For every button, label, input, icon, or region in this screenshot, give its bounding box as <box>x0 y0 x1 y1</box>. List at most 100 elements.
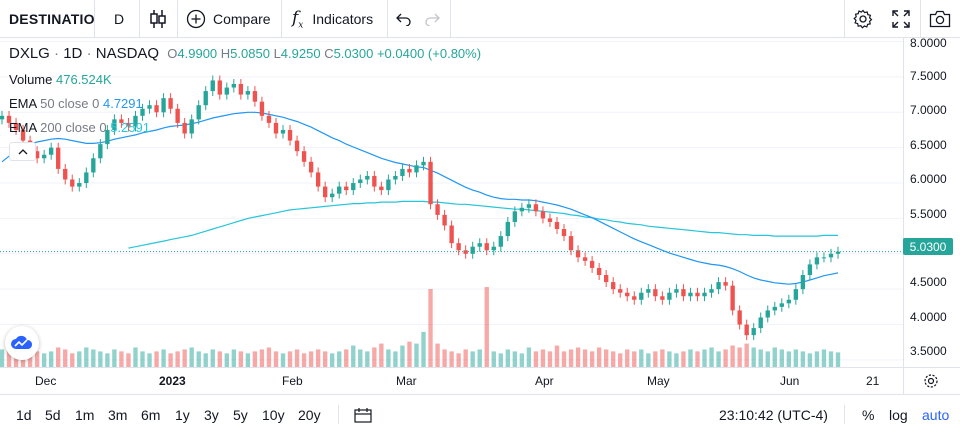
volume-value: 476.524K <box>56 72 112 87</box>
ema200-legend[interactable]: EMA 200 close 0 5.2591 <box>9 120 150 135</box>
candle-body <box>786 299 792 304</box>
volume-bar <box>147 353 152 367</box>
fullscreen-button[interactable] <box>892 0 910 38</box>
volume-bar <box>765 351 770 367</box>
ema200-line <box>128 200 838 249</box>
volume-bar <box>273 351 279 367</box>
auto-scale-toggle[interactable]: auto <box>922 406 950 423</box>
candle-body <box>744 324 749 336</box>
range-5d-button[interactable]: 5d <box>45 406 61 423</box>
range-10y-button[interactable]: 10y <box>262 406 285 423</box>
volume-bar <box>575 347 581 367</box>
axis-settings-button[interactable] <box>923 373 939 394</box>
screenshot-button[interactable] <box>929 0 951 38</box>
log-scale-toggle[interactable]: log <box>889 406 908 423</box>
bottom-divider <box>844 405 845 424</box>
settings-button[interactable] <box>853 0 873 38</box>
volume-bar <box>512 351 518 367</box>
volume-bar <box>400 345 405 367</box>
volume-bar <box>723 349 728 367</box>
volume-bar <box>112 349 117 367</box>
price-axis[interactable]: 8.0000 7.5000 7.0000 6.5000 6.0000 5.500… <box>903 36 960 367</box>
volume-legend[interactable]: Volume 476.524K <box>9 72 112 87</box>
brand-logo[interactable] <box>5 326 39 360</box>
toolbar-divider <box>387 0 388 38</box>
range-1m-button[interactable]: 1m <box>75 406 95 423</box>
candle-body <box>793 289 799 300</box>
interval-button[interactable]: D <box>114 11 125 27</box>
range-20y-button[interactable]: 20y <box>298 406 321 423</box>
candle-body <box>428 161 433 205</box>
open-label: O <box>167 46 178 61</box>
volume-bar <box>554 345 560 367</box>
volume-bar <box>828 351 834 367</box>
undo-button[interactable] <box>396 0 412 38</box>
indicators-button[interactable]: fx Indicators <box>292 0 373 38</box>
candle-body <box>6 115 12 123</box>
volume-bar <box>133 347 138 367</box>
volume-bar <box>0 349 5 367</box>
candle-body <box>294 140 300 152</box>
candle-body <box>554 221 560 230</box>
volume-bar <box>695 351 700 367</box>
chart-pane[interactable] <box>0 38 903 367</box>
range-1d-button[interactable]: 1d <box>16 406 32 423</box>
chart-style-button[interactable] <box>149 0 167 38</box>
series-legend: DXLG · 1D · NASDAQ O4.9900 H5.0850 L4.92… <box>9 45 482 62</box>
range-3y-button[interactable]: 3y <box>204 406 219 423</box>
candle-body <box>526 204 532 208</box>
time-axis[interactable]: Dec 2023 Feb Mar Apr May Jun 21 <box>0 367 960 395</box>
candle-body <box>568 236 574 251</box>
range-3m-button[interactable]: 3m <box>108 406 128 423</box>
close-label: C <box>324 46 334 61</box>
toolbar-divider <box>177 0 178 38</box>
volume-bar <box>667 351 672 367</box>
price-axis-label: 7.5000 <box>910 69 947 83</box>
volume-bar <box>639 349 644 367</box>
indicators-label: Indicators <box>312 11 374 27</box>
settings-icon <box>853 9 873 29</box>
redo-button[interactable] <box>424 0 440 38</box>
candle-body <box>301 151 307 162</box>
candle-body <box>273 122 279 134</box>
candle-body <box>154 105 159 113</box>
candle-body <box>358 179 363 184</box>
candle-body <box>280 129 286 134</box>
ema50-legend[interactable]: EMA 50 close 0 4.7291 <box>9 96 143 111</box>
volume-bar <box>407 341 412 367</box>
volume-bar <box>6 345 12 367</box>
candle-body <box>287 129 293 141</box>
clock-timezone[interactable]: 23:10:42 (UTC-4) <box>719 406 828 423</box>
volume-bar <box>519 353 525 367</box>
range-6m-button[interactable]: 6m <box>141 406 161 423</box>
candle-body <box>41 154 47 159</box>
volume-bar <box>98 351 103 367</box>
volume-bar <box>772 347 777 367</box>
candle-body <box>716 282 721 290</box>
volume-label: Volume <box>9 72 53 87</box>
time-axis-label: Jun <box>780 374 800 388</box>
date-range-button[interactable] <box>354 395 372 434</box>
candle-body <box>217 80 222 95</box>
candle-body <box>266 115 272 123</box>
bar-style-icon <box>150 10 166 28</box>
percent-scale-toggle[interactable]: % <box>862 406 875 423</box>
range-5y-button[interactable]: 5y <box>233 406 248 423</box>
candle-body <box>618 289 623 293</box>
candle-body <box>133 115 138 127</box>
ema50-line <box>1 111 839 285</box>
legend-ticker[interactable]: DXLG <box>9 45 50 62</box>
top-toolbar: DESTINATIO D Compare fx Indicators <box>0 0 960 38</box>
price-chart[interactable] <box>0 38 903 367</box>
low-label: L <box>273 46 281 61</box>
candle-body <box>259 101 265 116</box>
volume-bar <box>421 331 426 367</box>
ema50-label: EMA <box>9 96 37 111</box>
candle-body <box>400 168 405 176</box>
time-axis-label: Feb <box>282 374 303 388</box>
symbol-search-button[interactable]: DESTINATIO <box>9 11 95 27</box>
legend-collapse-button[interactable] <box>9 142 36 161</box>
price-axis-label: 8.0000 <box>910 36 947 50</box>
compare-button[interactable]: Compare <box>186 0 271 38</box>
range-1y-button[interactable]: 1y <box>175 406 190 423</box>
